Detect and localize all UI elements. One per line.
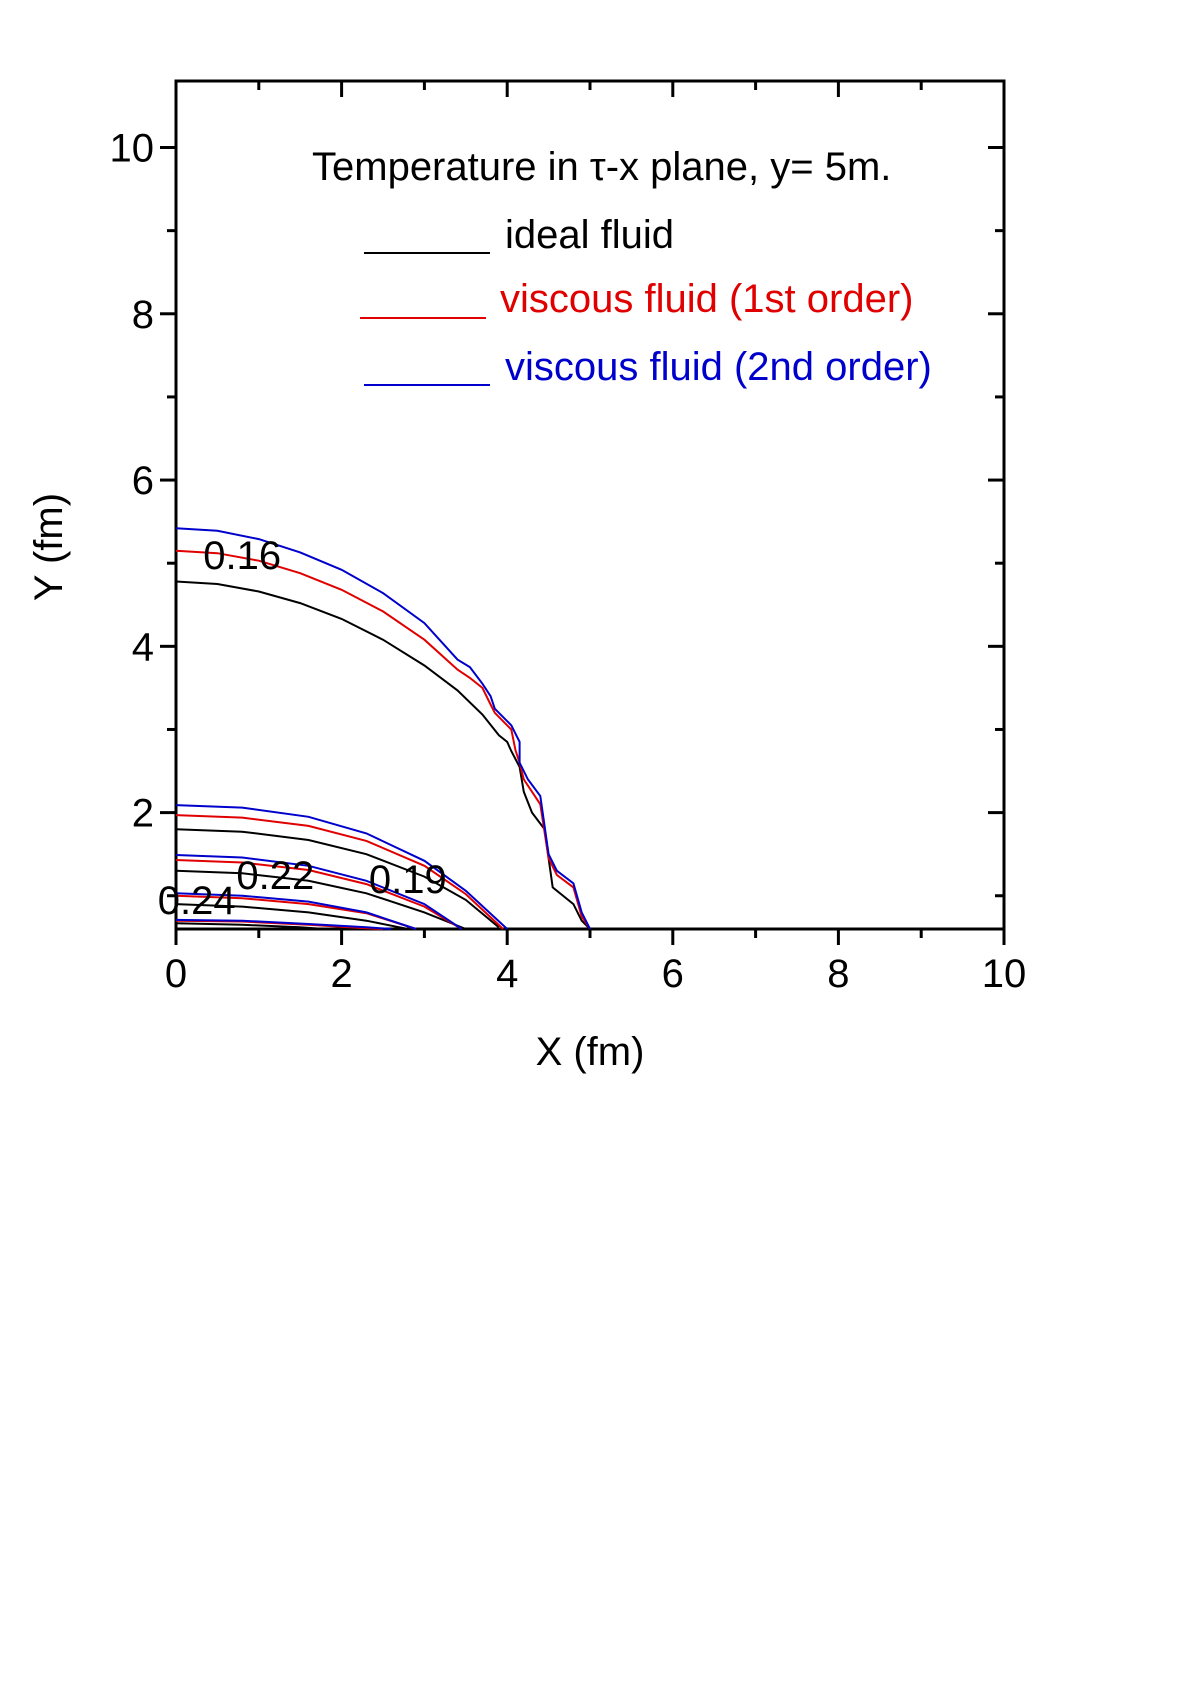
contour-line — [175, 892, 417, 930]
contour-value-label: 0.22 — [236, 854, 314, 898]
y-tick-label: 8 — [132, 293, 154, 337]
y-tick-label: 4 — [132, 625, 154, 669]
contour-line — [175, 869, 467, 930]
contour-line — [175, 804, 508, 930]
legend-label-second-order: viscous fluid (2nd order) — [505, 345, 932, 389]
contour-value-label: 0.16 — [203, 534, 281, 578]
x-tick-label: 4 — [496, 952, 518, 996]
contour-line — [175, 828, 500, 929]
chart-title: Temperature in τ-x plane, y= 5m. — [312, 145, 891, 189]
legend-label-ideal: ideal fluid — [505, 213, 674, 257]
x-tick-label: 10 — [982, 952, 1027, 996]
x-tick-label: 2 — [330, 952, 352, 996]
x-tick-label: 0 — [165, 952, 187, 996]
y-tick-label: 6 — [132, 459, 154, 503]
y-axis-title: Y (fm) — [27, 493, 71, 601]
legend: ideal fluid viscous fluid (1st order) vi… — [360, 213, 932, 389]
contour-value-label: 0.19 — [369, 858, 447, 902]
tick-labels: 0 2 4 6 8 10 2 4 6 8 10 — [110, 127, 1027, 996]
contour-line — [175, 549, 591, 930]
contour-lines — [175, 527, 591, 930]
contour-line — [175, 580, 591, 930]
contour-line — [175, 854, 463, 930]
contour-line — [175, 922, 326, 930]
contour-line — [175, 814, 504, 930]
contour-line — [175, 918, 392, 930]
y-tick-label: 2 — [132, 792, 154, 836]
y-tick-label: 10 — [110, 127, 155, 171]
contour-line — [175, 859, 463, 930]
legend-label-first-order: viscous fluid (1st order) — [500, 277, 913, 321]
x-axis-title: X (fm) — [536, 1030, 645, 1074]
x-tick-label: 8 — [827, 952, 849, 996]
plot-frame — [174, 79, 1006, 931]
axis-ticks — [160, 81, 1006, 945]
contour-value-label: 0.24 — [158, 879, 236, 923]
x-tick-label: 6 — [662, 952, 684, 996]
contour-line — [175, 527, 591, 930]
contour-value-labels: 0.16 0.22 0.19 0.24 — [158, 534, 447, 923]
contour-line — [175, 903, 408, 930]
